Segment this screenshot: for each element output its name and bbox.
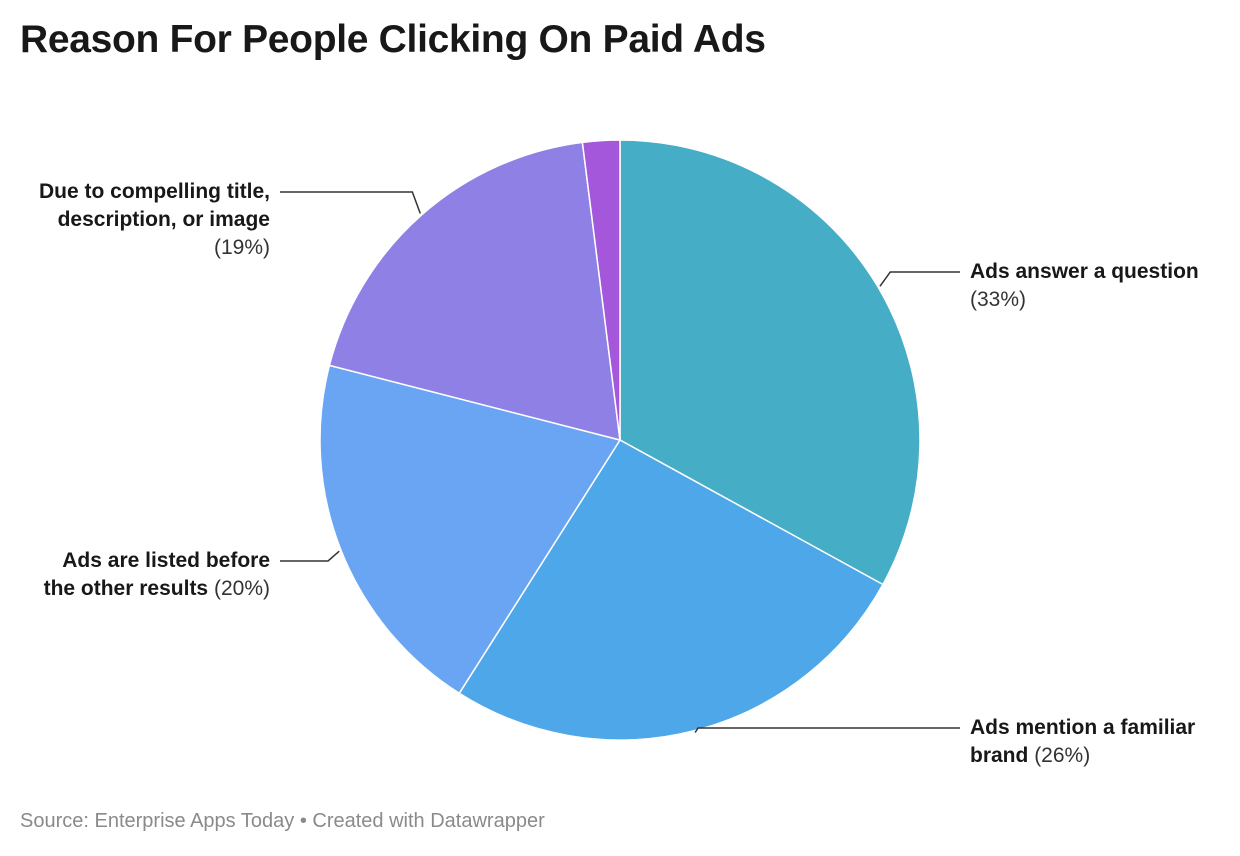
leader-lines: [280, 191, 960, 733]
slice-label-percent: (20%): [213, 577, 270, 600]
slice-label-text: Due to compelling title,: [38, 180, 270, 203]
footer-credit: Created with Datawrapper: [312, 810, 545, 832]
slice-label-percent: (26%): [1034, 744, 1091, 767]
slice-label-text-line2: brand: [970, 744, 1029, 767]
chart-title: Reason For People Clicking On Paid Ads: [20, 18, 766, 61]
slice-label-ads-listed-before: Ads are listed before the other results …: [44, 547, 270, 603]
slice-label-percent: (33%): [970, 288, 1027, 311]
pie-slices: [319, 139, 921, 741]
leader-line-1: [694, 727, 960, 733]
footer-source: Source: Enterprise Apps Today: [20, 810, 295, 832]
leader-line-3: [280, 191, 421, 214]
pie-slice-3: [328, 141, 621, 442]
leader-line-2: [280, 550, 340, 562]
slice-label-ads-answer-question: Ads answer a question (33%): [970, 258, 1199, 314]
slice-label-text: Ads mention a familiar: [970, 716, 1196, 739]
slice-label-compelling-title: Due to compelling title, description, or…: [39, 178, 270, 262]
pie-slice-2: [319, 364, 622, 695]
leader-line-0: [879, 271, 960, 287]
footer-separator: •: [299, 810, 307, 832]
footer: Source: Enterprise Apps Today • Created …: [20, 810, 545, 833]
slice-label-text-line2: the other results: [43, 577, 209, 600]
slice-label-text-line2: description, or image: [57, 208, 270, 231]
pie-slice-4: [581, 139, 621, 441]
pie-slice-0: [619, 139, 921, 586]
slice-label-text: Ads are listed before: [62, 549, 270, 572]
slice-label-text: Ads answer a question: [970, 260, 1199, 283]
slice-label-ads-mention-brand: Ads mention a familiar brand (26%): [970, 714, 1195, 770]
slice-label-percent: (19%): [213, 236, 270, 259]
pie-slice-1: [458, 439, 884, 741]
